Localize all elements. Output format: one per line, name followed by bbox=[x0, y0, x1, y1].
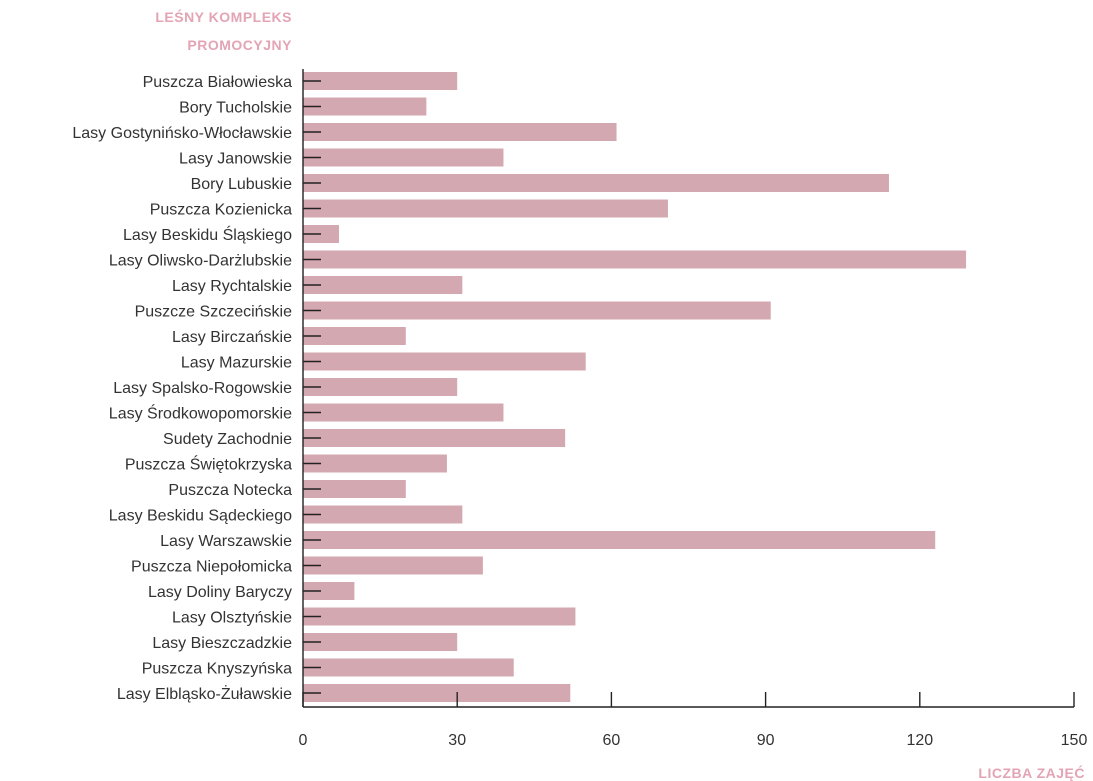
bar bbox=[303, 327, 406, 345]
y-axis-ticks bbox=[303, 80, 321, 694]
bar bbox=[303, 505, 463, 524]
bar bbox=[303, 97, 427, 116]
x-tick-label: 150 bbox=[1061, 732, 1088, 749]
y-axis-title: LEŚNY KOMPLEKS PROMOCYJNY bbox=[155, 8, 292, 53]
category-label: Lasy Beskidu Sądeckiego bbox=[109, 508, 292, 525]
category-label: Puszcza Białowieska bbox=[143, 74, 293, 91]
category-label: Lasy Oliwsko-Darżlubskie bbox=[109, 253, 292, 270]
category-label: Bory Tucholskie bbox=[179, 100, 292, 117]
bar bbox=[303, 633, 458, 651]
bar bbox=[303, 174, 889, 192]
category-label: Puszcza Świętokrzyska bbox=[125, 455, 292, 474]
x-tick-label: 120 bbox=[906, 732, 933, 749]
bar bbox=[303, 556, 483, 575]
y-axis-labels: Puszcza Białowieska Bory Tucholskie Lasy G… bbox=[72, 74, 292, 703]
category-label: Lasy Janowskie bbox=[179, 151, 292, 168]
bar bbox=[303, 429, 566, 447]
category-label: Lasy Bieszczadzkie bbox=[152, 635, 292, 652]
bar bbox=[303, 148, 504, 167]
x-tick-label: 90 bbox=[757, 732, 775, 749]
category-label: Lasy Gostynińsko-Włocławskie bbox=[72, 125, 292, 142]
category-label: Puszcza Kozienicka bbox=[150, 202, 292, 219]
category-label: Lasy Środkowopomorskie bbox=[109, 404, 292, 423]
bar bbox=[303, 199, 668, 218]
bar bbox=[303, 607, 576, 626]
y-axis-title-line-1: LEŚNY KOMPLEKS bbox=[155, 8, 292, 25]
category-label: Puszcza Notecka bbox=[168, 482, 292, 499]
category-label: Lasy Olsztyńskie bbox=[172, 610, 292, 627]
x-axis-ticks bbox=[302, 692, 1075, 707]
bar bbox=[303, 684, 571, 702]
bar bbox=[303, 403, 504, 422]
bar bbox=[303, 582, 355, 600]
category-label: Lasy Spalsko-Rogowskie bbox=[113, 380, 292, 397]
category-label: Lasy Doliny Baryczy bbox=[148, 584, 292, 601]
bars-layer bbox=[303, 72, 967, 702]
bar bbox=[303, 454, 447, 473]
x-tick-label: 0 bbox=[299, 732, 308, 749]
category-label: Puszcze Szczecińskie bbox=[135, 304, 292, 321]
bar bbox=[303, 72, 458, 90]
bar bbox=[303, 378, 458, 396]
y-axis-title-line-2: PROMOCYJNY bbox=[187, 37, 292, 53]
category-label: Lasy Birczańskie bbox=[172, 329, 292, 346]
category-label: Lasy Beskidu Śląskiego bbox=[123, 225, 292, 244]
bar bbox=[303, 352, 586, 371]
bar bbox=[303, 123, 617, 141]
category-label: Sudety Zachodnie bbox=[163, 431, 292, 448]
category-label: Puszcza Niepołomicka bbox=[131, 559, 292, 576]
category-label: Lasy Rychtalskie bbox=[172, 278, 292, 295]
category-label: Lasy Warszawskie bbox=[160, 533, 292, 550]
x-tick-label: 30 bbox=[448, 732, 466, 749]
bar bbox=[303, 276, 463, 294]
category-label: Lasy Elbląsko-Żuławskie bbox=[117, 684, 292, 703]
bar bbox=[303, 301, 771, 320]
x-axis-title: LICZBA ZAJĘĆ bbox=[978, 764, 1085, 781]
bar bbox=[303, 480, 406, 498]
category-label: Lasy Mazurskie bbox=[181, 355, 292, 372]
x-axis-tick-labels: 0 30 60 90 120 150 bbox=[299, 732, 1088, 749]
x-tick-label: 60 bbox=[603, 732, 621, 749]
category-label: Bory Lubuskie bbox=[191, 176, 292, 193]
bar bbox=[303, 531, 936, 549]
bar bbox=[303, 658, 514, 677]
bar bbox=[303, 250, 967, 269]
category-label: Puszcza Knyszyńska bbox=[142, 661, 292, 678]
